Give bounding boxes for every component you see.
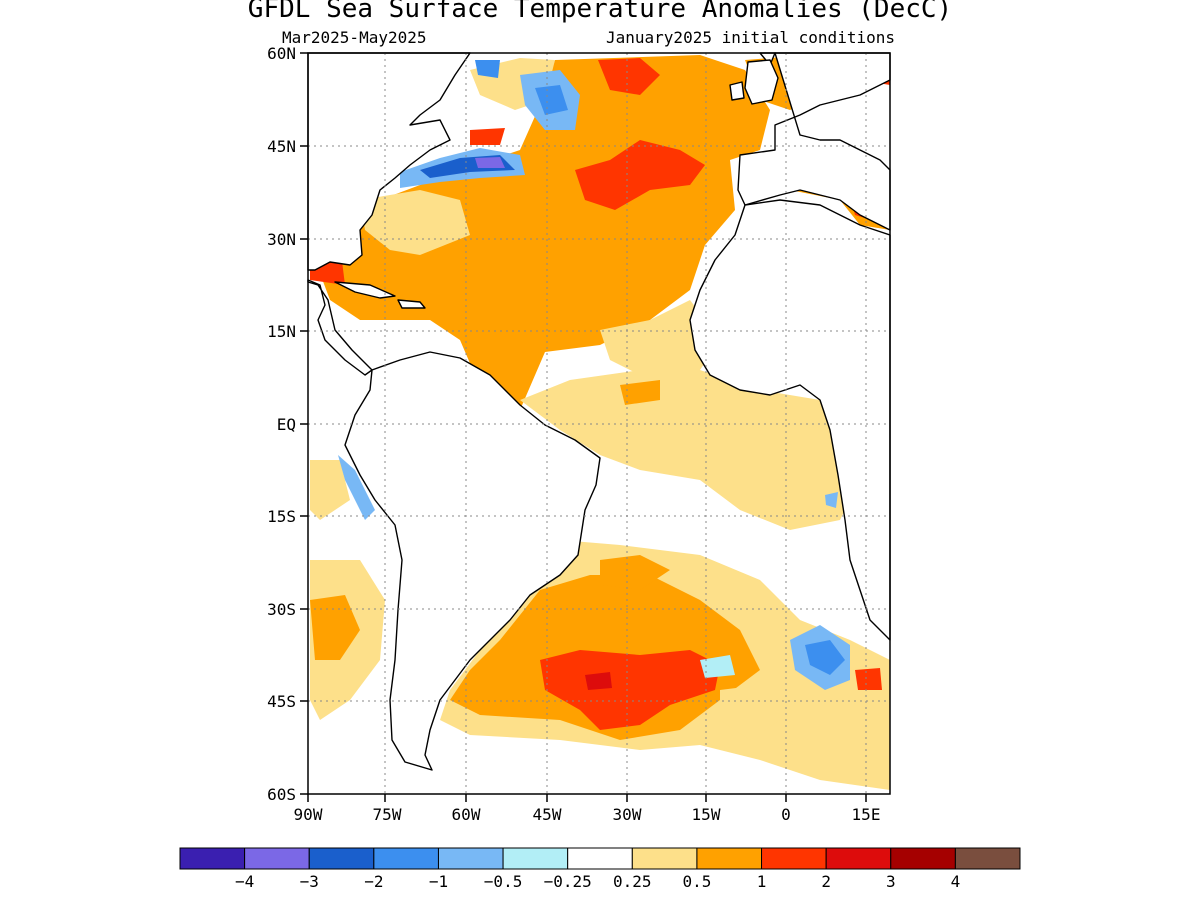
north-atlantic-warm-region — [315, 55, 770, 410]
lon-label: 60W — [452, 805, 481, 824]
africa-land — [689, 199, 891, 641]
lat-label: 60N — [267, 44, 296, 63]
coastlines — [307, 52, 891, 771]
colorbar-swatch — [502, 847, 569, 870]
colorbar-label: −2 — [364, 872, 383, 891]
lat-label: 45N — [267, 137, 296, 156]
colorbar-swatch — [244, 847, 310, 870]
north-america-land — [307, 52, 471, 271]
lat-label: 45S — [267, 692, 296, 711]
colorbar-label: −0.5 — [484, 872, 523, 891]
lon-label: 45W — [533, 805, 562, 824]
lon-label: 15W — [692, 805, 721, 824]
lat-label: 15S — [267, 507, 296, 526]
colorbar-label: 1 — [757, 872, 767, 891]
lat-label: EQ — [277, 415, 296, 434]
colorbar-swatch — [373, 847, 439, 870]
lon-label: 0 — [781, 805, 791, 824]
colorbar-swatch — [308, 847, 375, 870]
longitude-axis — [307, 794, 867, 802]
lat-label: 15N — [267, 322, 296, 341]
colorbar-label: −0.25 — [544, 872, 592, 891]
colorbar-label: −4 — [235, 872, 254, 891]
colorbar-swatch — [696, 847, 763, 870]
colorbar-label: 4 — [951, 872, 961, 891]
british-isles-land — [744, 59, 779, 105]
colorbar-label: 0.25 — [613, 872, 652, 891]
colorbar-swatch — [437, 847, 504, 870]
south-america-land — [344, 351, 601, 771]
south-atlantic-hot-region — [540, 650, 720, 730]
lat-label: 30N — [267, 230, 296, 249]
colorbar-swatch — [890, 847, 956, 870]
lat-label: 30S — [267, 600, 296, 619]
colorbar-swatch — [179, 847, 246, 870]
hispaniola-island — [397, 299, 426, 309]
lon-label: 75W — [373, 805, 402, 824]
tropical-atlantic-light-region — [520, 370, 860, 530]
colorbar-swatch — [567, 847, 633, 870]
colorbar-swatch — [825, 847, 892, 870]
colorbar-label: 0.5 — [682, 872, 711, 891]
lon-label: 15E — [852, 805, 881, 824]
colorbar-swatch — [761, 847, 827, 870]
colorbar-swatch — [631, 847, 698, 870]
grid-lines — [308, 53, 890, 794]
central-america-land — [307, 279, 373, 376]
lon-label: 90W — [294, 805, 323, 824]
colorbar-label: −3 — [300, 872, 319, 891]
cuba-island — [334, 281, 396, 299]
initial-conditions-label: January2025 initial conditions — [606, 28, 895, 47]
colorbar-label: 3 — [886, 872, 896, 891]
colorbar: −4 −3 −2 −1 −0.5 −0.25 0.25 0.5 1 2 3 4 — [179, 847, 1021, 891]
lon-label: 30W — [613, 805, 642, 824]
colorbar-swatch — [954, 847, 1021, 870]
north-atlantic-hot-region — [575, 140, 705, 210]
colorbar-label: 2 — [821, 872, 831, 891]
map-title: GFDL Sea Surface Temperature Anomalies (… — [247, 0, 953, 24]
europe-land — [737, 52, 891, 231]
latitude-axis — [300, 52, 308, 795]
lat-label: 60S — [267, 785, 296, 804]
colorbar-label: −1 — [429, 872, 448, 891]
forecast-period: Mar2025-May2025 — [282, 28, 427, 47]
